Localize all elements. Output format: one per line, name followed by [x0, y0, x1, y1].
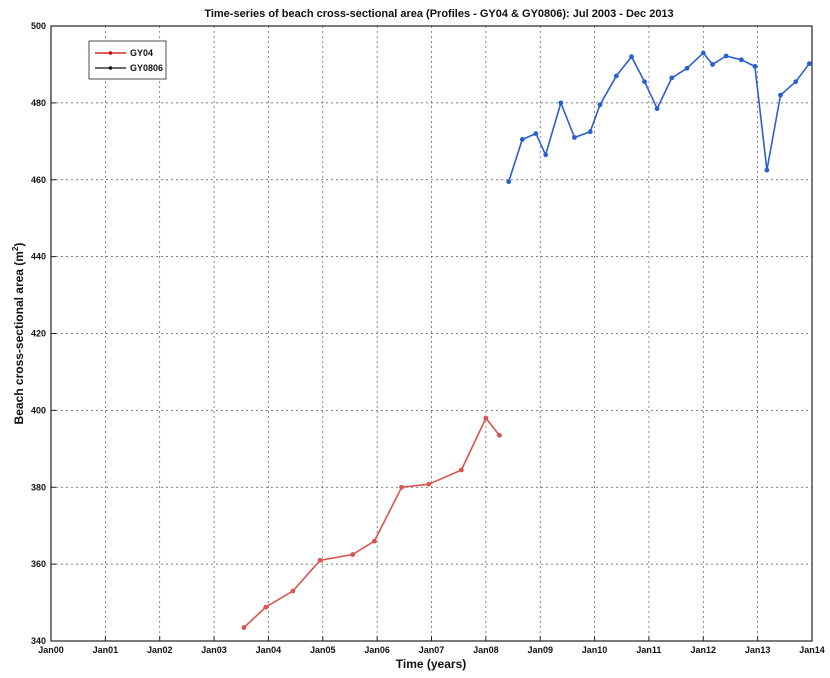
data-point-gy0806 — [654, 106, 660, 112]
y-tick-label: 500 — [31, 21, 46, 31]
data-point-gy04 — [483, 415, 489, 421]
data-point-gy04 — [290, 588, 296, 594]
data-point-gy0806 — [558, 100, 564, 106]
data-point-gy0806 — [506, 179, 512, 185]
data-point-gy0806 — [700, 50, 706, 56]
data-point-gy0806 — [806, 61, 812, 67]
legend-label-gy0806: GY0806 — [130, 63, 163, 73]
y-tick-label: 400 — [31, 405, 46, 415]
legend: GY04 GY0806 — [88, 40, 167, 80]
y-tick-label: 380 — [31, 482, 46, 492]
y-tick-label: 480 — [31, 98, 46, 108]
x-tick-label: Jan01 — [93, 645, 119, 655]
legend-marker-gy0806 — [108, 66, 113, 70]
data-point-gy0806 — [778, 92, 783, 98]
data-point-gy04 — [497, 432, 502, 438]
data-point-gy0806 — [669, 75, 675, 81]
x-tick-label: Jan07 — [419, 645, 445, 655]
x-tick-label: Jan05 — [310, 645, 336, 655]
y-tick-label: 360 — [31, 559, 46, 569]
data-point-gy0806 — [710, 62, 715, 67]
x-tick-label: Jan09 — [527, 645, 553, 655]
data-point-gy04 — [372, 538, 377, 544]
data-point-gy0806 — [793, 79, 799, 85]
x-tick-label: Jan02 — [147, 645, 173, 655]
x-tick-label: Jan10 — [582, 645, 608, 655]
data-point-gy04 — [426, 481, 432, 487]
data-point-gy0806 — [764, 167, 770, 173]
x-tick-label: Jan08 — [473, 645, 499, 655]
x-tick-label: Jan11 — [636, 645, 661, 655]
data-point-gy04 — [241, 625, 247, 630]
data-point-gy04 — [317, 557, 323, 563]
y-tick-label: 440 — [31, 252, 46, 262]
x-tick-label: Jan13 — [745, 645, 771, 655]
series-group — [241, 50, 812, 630]
data-point-gy0806 — [738, 57, 744, 63]
x-tick-label: Jan04 — [256, 645, 282, 655]
data-point-gy0806 — [597, 102, 603, 108]
y-axis-label: Beach cross-sectional area (m2) — [11, 243, 26, 425]
data-point-gy04 — [350, 552, 356, 557]
data-point-gy0806 — [684, 65, 690, 71]
y-tick-label: 420 — [31, 329, 46, 339]
data-point-gy0806 — [629, 54, 634, 60]
x-axis-label: Time (years) — [396, 657, 466, 671]
x-tick-label: Jan00 — [38, 645, 64, 655]
data-point-gy0806 — [723, 53, 729, 59]
data-point-gy0806 — [572, 135, 577, 140]
legend-label-gy04: GY04 — [130, 48, 153, 58]
x-tick-label: Jan03 — [201, 645, 227, 655]
x-tick-label: Jan14 — [799, 645, 825, 655]
data-point-gy04 — [458, 467, 464, 473]
chart-title: Time-series of beach cross-sectional are… — [204, 8, 673, 20]
data-point-gy0806 — [587, 129, 593, 135]
legend-box — [88, 40, 167, 80]
data-point-gy0806 — [519, 136, 525, 142]
data-point-gy0806 — [533, 131, 539, 137]
y-axis-label-main: Beach cross-sectional area (m — [12, 251, 26, 424]
x-tick-label: Jan12 — [691, 645, 717, 655]
legend-marker-gy04 — [108, 51, 113, 55]
data-point-gy0806 — [543, 152, 549, 158]
data-point-gy0806 — [642, 79, 647, 85]
axis-ticks: Jan00 Jan01 Jan02 Jan03 Jan04 Jan05 Jan06 Jan07… — [31, 21, 825, 655]
data-point-gy0806 — [613, 73, 619, 79]
y-axis-label-superscript: 2 — [11, 246, 20, 251]
data-point-gy04 — [263, 604, 269, 610]
x-tick-label: Jan06 — [364, 645, 390, 655]
y-axis-label-close: ) — [12, 243, 26, 247]
grid — [51, 26, 812, 641]
y-tick-label: 460 — [31, 175, 46, 185]
data-point-gy0806 — [752, 63, 758, 69]
y-tick-label: 340 — [31, 636, 46, 646]
data-point-gy04 — [399, 484, 405, 490]
